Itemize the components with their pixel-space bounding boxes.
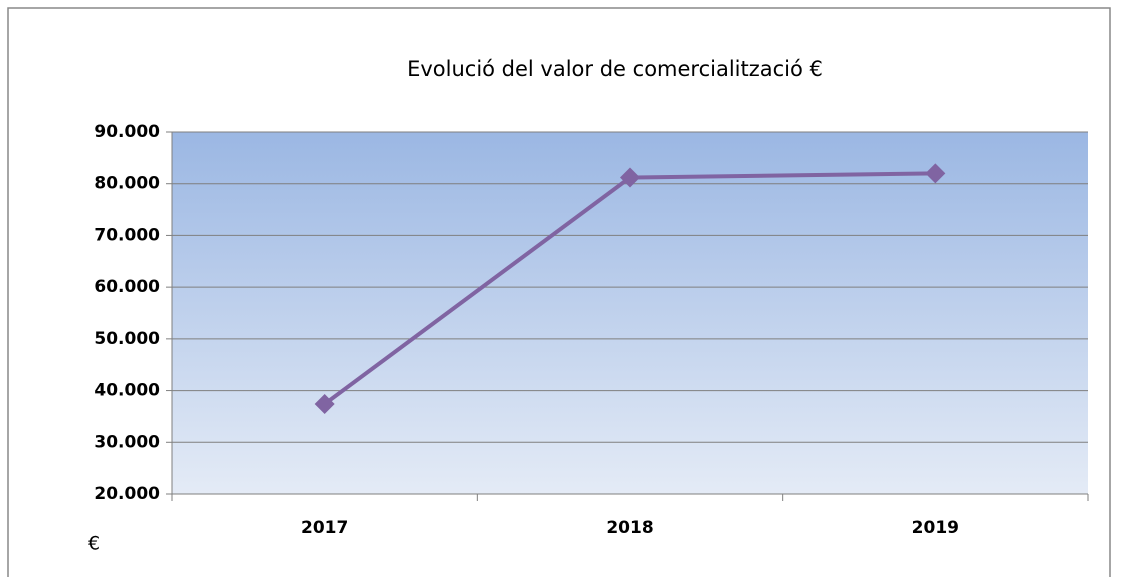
y-tick-label: 20.000 (94, 484, 160, 504)
marker (925, 163, 946, 184)
y-tick-label: 50.000 (94, 329, 160, 349)
chart-frame (7, 7, 1111, 577)
y-tick-label: 90.000 (94, 122, 160, 142)
x-tick-label: 2018 (606, 518, 653, 538)
marker (620, 167, 640, 188)
y-tick-label: 40.000 (94, 381, 160, 401)
y-tick-label: 80.000 (94, 174, 160, 194)
plot-area (172, 132, 1088, 494)
x-tick-label: 2019 (912, 518, 959, 538)
y-tick-label: 60.000 (94, 277, 160, 297)
chart-title: Evolució del valor de comercialització € (407, 57, 823, 81)
marker (314, 394, 335, 415)
y-axis-label: € (88, 533, 100, 555)
x-tick-label: 2017 (301, 518, 348, 538)
y-tick-label: 30.000 (94, 432, 160, 452)
y-tick-label: 70.000 (94, 225, 160, 245)
